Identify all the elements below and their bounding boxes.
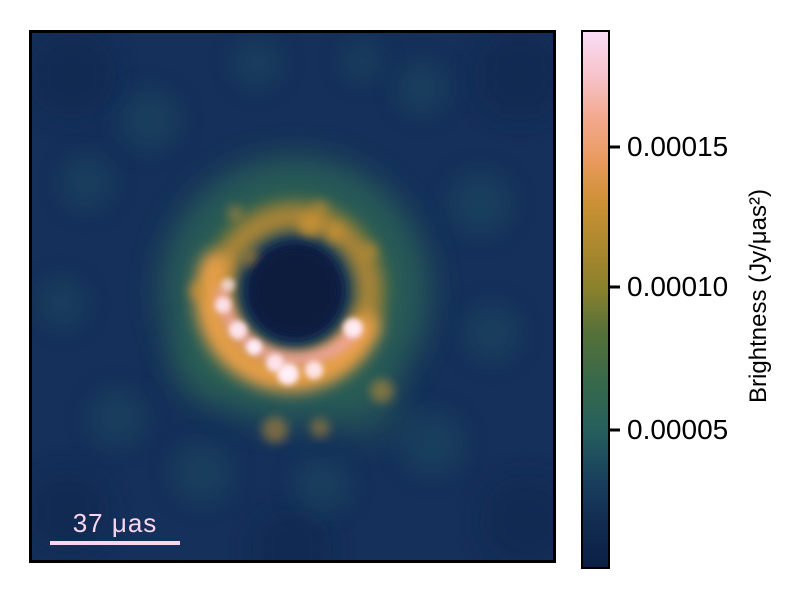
colorbar	[581, 30, 610, 569]
colorbar-tick-label: 0.00015	[627, 131, 729, 163]
colorbar-tick-label: 0.00005	[627, 414, 729, 446]
image-panel: 37 μas	[29, 30, 556, 563]
scale-bar-label: 37 μas	[72, 508, 158, 538]
colorbar-tick-mark	[610, 285, 620, 289]
colorbar-tick-mark	[610, 428, 620, 432]
colorbar-tick-label: 0.00010	[627, 271, 729, 303]
scale-bar-line	[50, 541, 180, 545]
colorbar-tick-mark	[610, 145, 620, 149]
colorbar-axis-label: Brightness (Jy/μas²)	[745, 189, 772, 403]
blackhole-heatmap-image	[32, 33, 553, 560]
colorbar-ticks: 0.00015 0.00010 0.00005	[610, 32, 740, 567]
